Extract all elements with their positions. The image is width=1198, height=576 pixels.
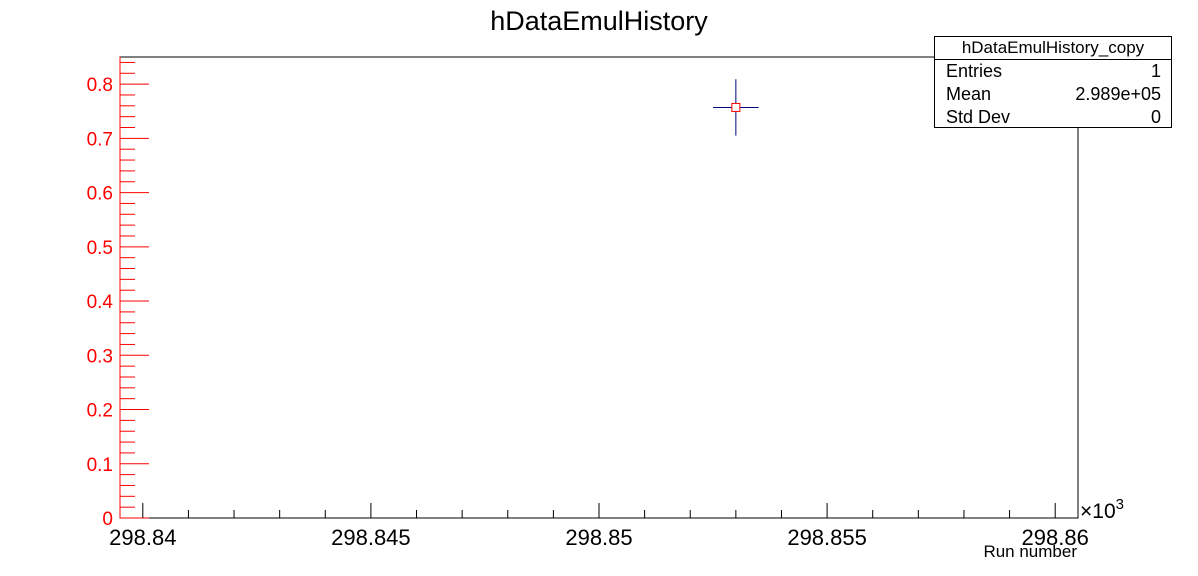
stats-row-entries: Entries 1 <box>935 60 1171 83</box>
stats-value: 1 <box>1150 61 1161 81</box>
stats-row-stddev: Std Dev 0 <box>935 106 1171 129</box>
x-tick-label: 298.855 <box>787 525 867 550</box>
y-tick-label: 0.5 <box>87 238 113 259</box>
x-axis-multiplier-exponent: 3 <box>1116 496 1124 513</box>
chart-title: hDataEmulHistory <box>490 6 708 36</box>
data-point-marker <box>731 102 741 112</box>
y-tick-label: 0.1 <box>87 455 113 476</box>
stats-box: hDataEmulHistory_copy Entries 1 Mean 2.9… <box>934 36 1172 128</box>
stats-title: hDataEmulHistory_copy <box>935 37 1171 60</box>
stats-row-mean: Mean 2.989e+05 <box>935 83 1171 106</box>
y-tick-label: 0.2 <box>87 401 113 422</box>
x-tick-label: 298.86 <box>1022 525 1089 550</box>
x-axis-label: Run number <box>983 542 1077 561</box>
y-tick-label: 0.3 <box>87 346 113 367</box>
stats-label: Entries <box>946 61 1003 81</box>
stats-label: Mean <box>946 84 992 104</box>
x-tick-label: 298.85 <box>565 525 632 550</box>
y-tick-label: 0 <box>102 509 113 530</box>
x-axis-multiplier: ×103 <box>1080 496 1124 523</box>
x-axis: 298.84 298.845 298.85 298.855 298.86 <box>109 503 1089 550</box>
stats-value: 0 <box>1150 107 1161 127</box>
y-tick-label: 0.7 <box>87 129 113 150</box>
y-axis: 0 0.1 0.2 0.3 0.4 0.5 0.6 0.7 0.8 <box>87 57 149 530</box>
stats-value: 2.989e+05 <box>1075 84 1161 104</box>
x-axis-multiplier-base: ×10 <box>1080 500 1116 523</box>
x-tick-label: 298.845 <box>331 525 411 550</box>
stats-label: Std Dev <box>946 107 1011 127</box>
y-tick-label: 0.6 <box>87 184 113 205</box>
data-points <box>713 79 759 136</box>
y-tick-label: 0.8 <box>87 75 113 96</box>
y-tick-label: 0.4 <box>87 292 114 313</box>
x-tick-label: 298.84 <box>109 525 176 550</box>
